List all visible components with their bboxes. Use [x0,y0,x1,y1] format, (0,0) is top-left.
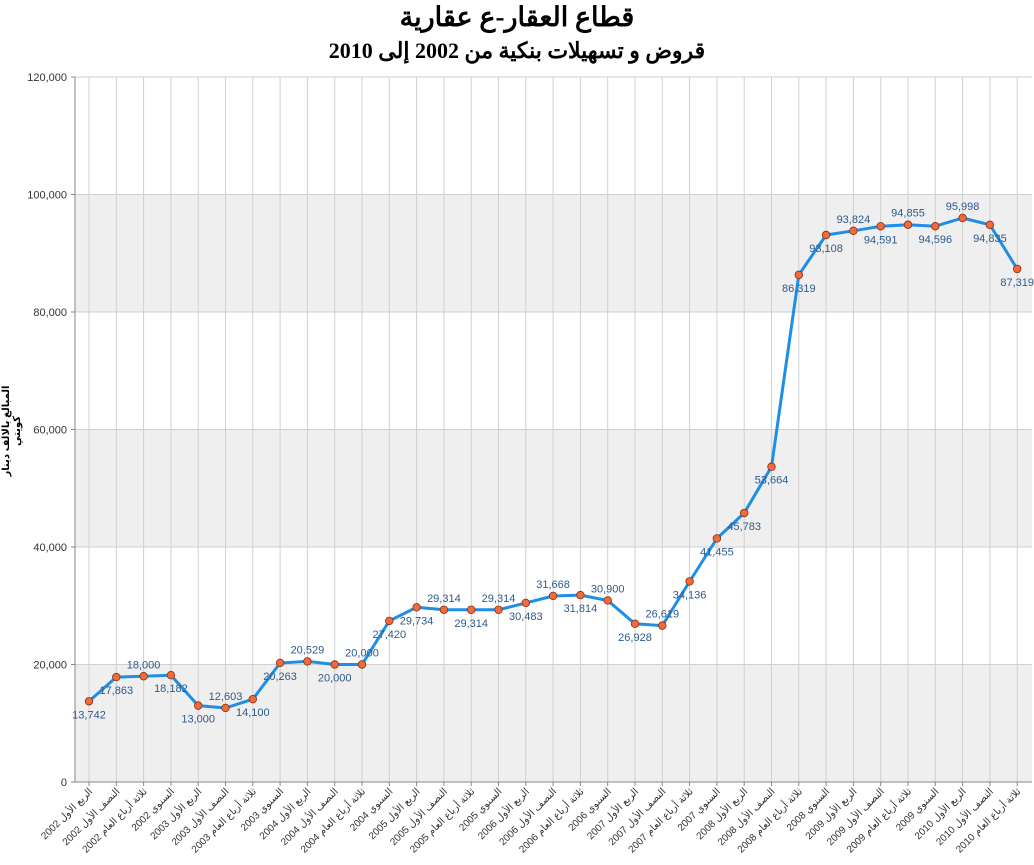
data-point [685,577,694,586]
data-point [767,462,776,471]
data-label: 13,000 [181,714,215,726]
data-point [494,605,503,614]
data-label: 45,783 [727,521,761,533]
data-point [712,534,722,543]
data-label: 20,000 [318,673,352,685]
data-point [630,619,640,628]
y-tick-label: 100,000 [27,190,67,202]
data-label: 94,835 [973,233,1007,245]
data-label: 17,863 [99,685,133,697]
data-point [303,657,312,666]
data-label: 94,855 [891,208,925,220]
data-label: 94,591 [864,234,898,246]
data-point [521,598,530,608]
data-label: 34,136 [673,589,707,601]
data-label: 20,000 [345,648,379,660]
data-point [794,270,803,280]
data-point [439,605,449,614]
data-label: 41,455 [700,546,734,558]
data-label: 13,742 [72,709,106,721]
data-point [876,222,885,231]
data-point [821,230,831,240]
data-label: 26,928 [618,632,652,644]
data-label: 31,668 [536,579,570,591]
data-point [84,697,94,706]
data-point [603,596,612,605]
data-label: 31,814 [564,603,598,615]
data-point [112,672,121,682]
data-label: 20,263 [263,671,297,683]
data-point [412,603,421,612]
data-label: 29,314 [427,593,461,605]
chart-title: قطاع العقار-ع عقارية [399,2,635,32]
data-label: 27,420 [372,629,406,641]
data-label: 20,529 [291,644,325,656]
data-point [548,591,558,601]
data-point [385,616,394,626]
data-point [1013,264,1022,274]
y-tick-label: 120,000 [27,72,67,84]
data-label: 18,182 [154,683,188,695]
data-label: 29,314 [482,593,516,605]
y-tick-label: 60,000 [33,425,67,437]
data-point [849,226,858,235]
y-tick-label: 0 [61,777,67,789]
data-point [330,660,339,669]
data-label: 93,824 [837,214,871,226]
data-label: 26,619 [645,609,679,621]
data-point [221,703,230,713]
data-point [275,658,285,668]
data-label: 87,319 [1000,277,1034,289]
data-label: 93,108 [809,243,843,255]
chart-subtitle: قروض و تسهيلات بنكية من 2002 إلى 2010 [328,38,706,63]
data-point [248,694,257,704]
data-label: 29,734 [400,615,434,627]
data-point [166,670,176,680]
data-point [576,590,585,600]
data-point [985,220,995,230]
data-point [658,621,667,630]
data-point [467,605,476,614]
data-point [931,222,940,231]
data-label: 30,483 [509,611,543,623]
data-point [903,220,913,229]
data-point [139,672,148,681]
data-point [958,213,967,223]
data-label: 95,998 [946,201,980,213]
y-tick-label: 80,000 [33,307,67,319]
data-point [740,508,749,518]
data-label: 18,000 [127,659,161,671]
data-label: 53,664 [755,475,789,487]
data-label: 94,596 [918,234,952,246]
y-tick-label: 40,000 [33,542,67,554]
data-label: 30,900 [591,583,625,595]
y-tick-label: 20,000 [33,660,67,672]
data-point [357,660,367,669]
data-label: 86,319 [782,283,816,295]
data-point [193,701,203,710]
data-label: 14,100 [236,707,270,719]
data-label: 29,314 [454,618,488,630]
data-label: 12,603 [209,691,243,703]
